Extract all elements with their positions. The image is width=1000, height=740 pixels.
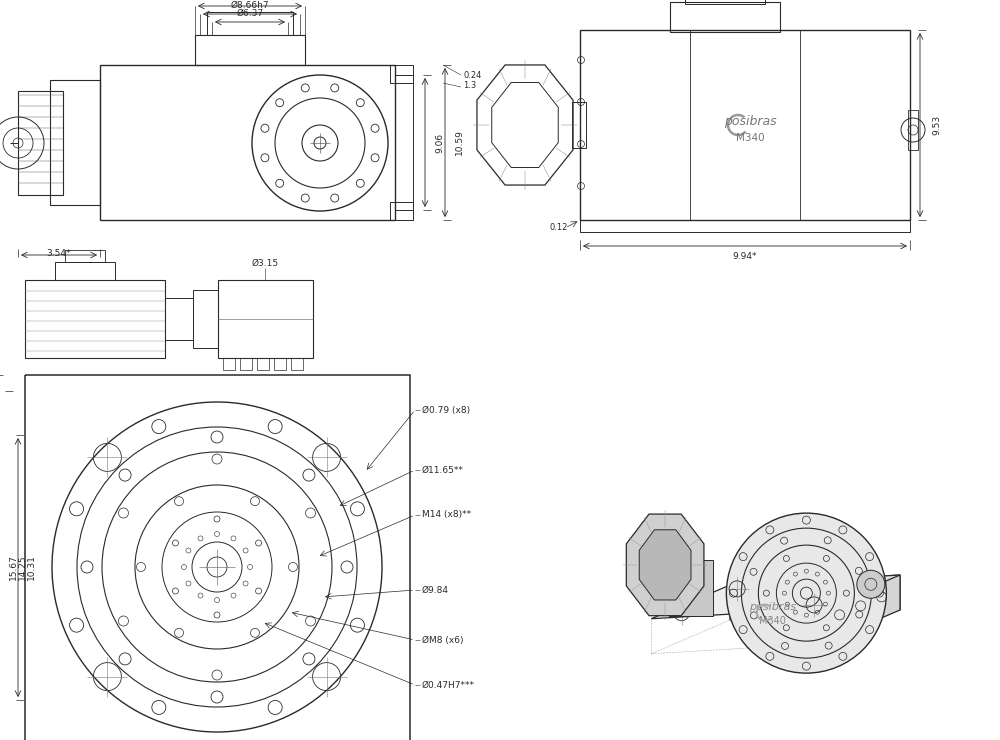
Bar — [572, 102, 586, 148]
Bar — [55, 262, 115, 280]
Text: 0.12: 0.12 — [550, 223, 568, 232]
Bar — [218, 280, 313, 358]
Bar — [395, 75, 413, 210]
Text: 9.06: 9.06 — [435, 132, 444, 152]
Bar — [685, 0, 765, 4]
Bar — [390, 202, 413, 220]
Text: Ø8.66h7: Ø8.66h7 — [231, 1, 269, 10]
Bar — [25, 280, 165, 358]
Bar — [193, 290, 218, 348]
Text: M340: M340 — [736, 133, 764, 143]
Bar — [223, 358, 235, 370]
Text: Ø3.15: Ø3.15 — [251, 259, 279, 268]
Bar — [207, 12, 293, 35]
Bar — [195, 35, 305, 65]
Polygon shape — [626, 514, 704, 616]
Text: 10.59: 10.59 — [455, 130, 464, 155]
Polygon shape — [730, 575, 900, 620]
Polygon shape — [651, 575, 900, 619]
Text: 15.67: 15.67 — [9, 554, 18, 580]
Bar — [908, 110, 918, 150]
Text: 9.53: 9.53 — [932, 115, 941, 135]
Text: posibras: posibras — [724, 115, 776, 129]
Text: Ø0.79 (x8): Ø0.79 (x8) — [422, 406, 470, 414]
Bar — [50, 80, 100, 205]
Bar — [580, 30, 910, 220]
Text: M14 (x8)**: M14 (x8)** — [422, 511, 471, 519]
Text: Ø9.84: Ø9.84 — [422, 585, 449, 594]
Text: 0.24: 0.24 — [463, 70, 481, 79]
Polygon shape — [821, 575, 900, 644]
Text: posibras: posibras — [749, 602, 796, 612]
Bar — [670, 2, 780, 32]
Bar — [165, 298, 193, 340]
Bar — [580, 220, 910, 232]
Text: 10.31: 10.31 — [27, 554, 36, 580]
Bar — [669, 560, 713, 616]
Bar — [240, 358, 252, 370]
Text: Ø13.39: Ø13.39 — [234, 0, 266, 2]
Circle shape — [857, 571, 885, 598]
Text: Ø0.47H7***: Ø0.47H7*** — [422, 681, 475, 690]
Bar — [25, 375, 410, 740]
Bar — [257, 358, 269, 370]
Text: 3.54*: 3.54* — [47, 249, 71, 258]
Bar — [65, 250, 105, 262]
Text: 14.25: 14.25 — [18, 555, 27, 580]
Bar — [274, 358, 286, 370]
Text: 9.94*: 9.94* — [733, 252, 757, 261]
Bar — [390, 65, 413, 83]
Text: 1.3: 1.3 — [463, 81, 476, 90]
Bar — [100, 65, 395, 220]
Polygon shape — [639, 530, 691, 600]
Bar — [18, 91, 63, 195]
Circle shape — [726, 513, 886, 673]
Text: M340: M340 — [759, 616, 786, 625]
Text: Ø6.37: Ø6.37 — [236, 9, 264, 18]
Text: Ø11.65**: Ø11.65** — [422, 465, 464, 474]
Text: ØM8 (x6): ØM8 (x6) — [422, 636, 464, 645]
Bar — [291, 358, 303, 370]
